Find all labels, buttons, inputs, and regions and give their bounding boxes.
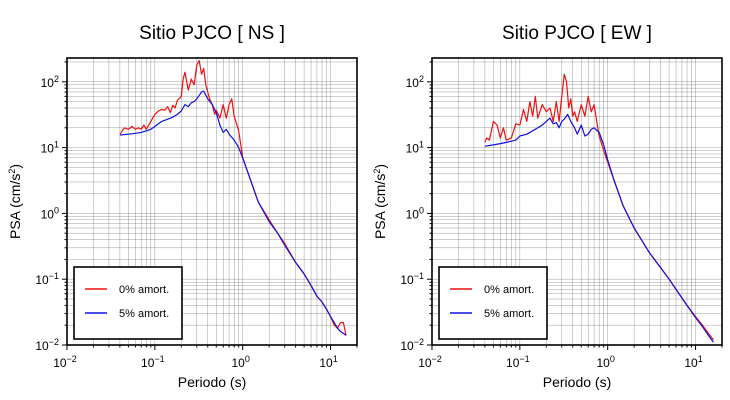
plot-frame xyxy=(66,57,358,346)
y-axis-label: PSA (cm/s2) xyxy=(7,164,23,239)
legend-label: 5% amort. xyxy=(119,308,169,320)
series-line-blue xyxy=(484,113,714,343)
x-axis-label: Periodo (s) xyxy=(543,374,611,390)
tick-marks xyxy=(62,61,358,350)
legend-box xyxy=(73,266,183,340)
legend-label: 0% amort. xyxy=(484,284,534,296)
legend: 0% amort. 5% amort. xyxy=(73,266,183,340)
y-tick-label: 10−1 xyxy=(400,271,424,287)
tick-marks xyxy=(427,61,723,350)
legend-box xyxy=(438,266,548,340)
y-tick-label: 101 xyxy=(406,140,424,156)
x-axis-label: Periodo (s) xyxy=(178,374,246,390)
x-tick-label: 101 xyxy=(684,354,702,370)
series-line-blue xyxy=(119,90,347,336)
chart-title: Sitio PJCO [ EW ] xyxy=(502,23,652,44)
x-tick-label: 10−1 xyxy=(506,354,530,370)
plot-frame xyxy=(431,57,723,346)
chart-panel-2: 10−2 10−1 100 101 10−2 10−1 100 101 102 Sitio PJC… xyxy=(372,23,723,390)
legend-label: 0% amort. xyxy=(119,284,169,296)
series-group xyxy=(119,59,347,336)
y-tick-label: 100 xyxy=(41,205,59,221)
x-tick-label: 101 xyxy=(319,354,337,370)
y-axis-label: PSA (cm/s2) xyxy=(372,164,388,239)
x-tick-label: 10−2 xyxy=(418,354,442,370)
legend-label: 5% amort. xyxy=(484,308,534,320)
y-tick-label: 100 xyxy=(406,205,424,221)
x-tick-label: 100 xyxy=(597,354,615,370)
series-group xyxy=(484,73,714,343)
y-tick-label: 102 xyxy=(406,74,424,90)
y-tick-label: 102 xyxy=(41,74,59,90)
legend: 0% amort. 5% amort. xyxy=(438,266,548,340)
x-tick-label: 10−1 xyxy=(141,354,165,370)
y-tick-label: 101 xyxy=(41,140,59,156)
y-tick-label: 10−2 xyxy=(35,337,59,353)
x-tick-label: 10−2 xyxy=(53,354,77,370)
y-tick-label: 10−2 xyxy=(400,337,424,353)
chart-title: Sitio PJCO [ NS ] xyxy=(139,23,285,44)
x-tick-label: 100 xyxy=(232,354,250,370)
y-tick-label: 10−1 xyxy=(35,271,59,287)
chart-panel-1: 10−2 10−1 100 101 10−2 10−1 100 101 102 Sitio PJC… xyxy=(7,23,358,390)
